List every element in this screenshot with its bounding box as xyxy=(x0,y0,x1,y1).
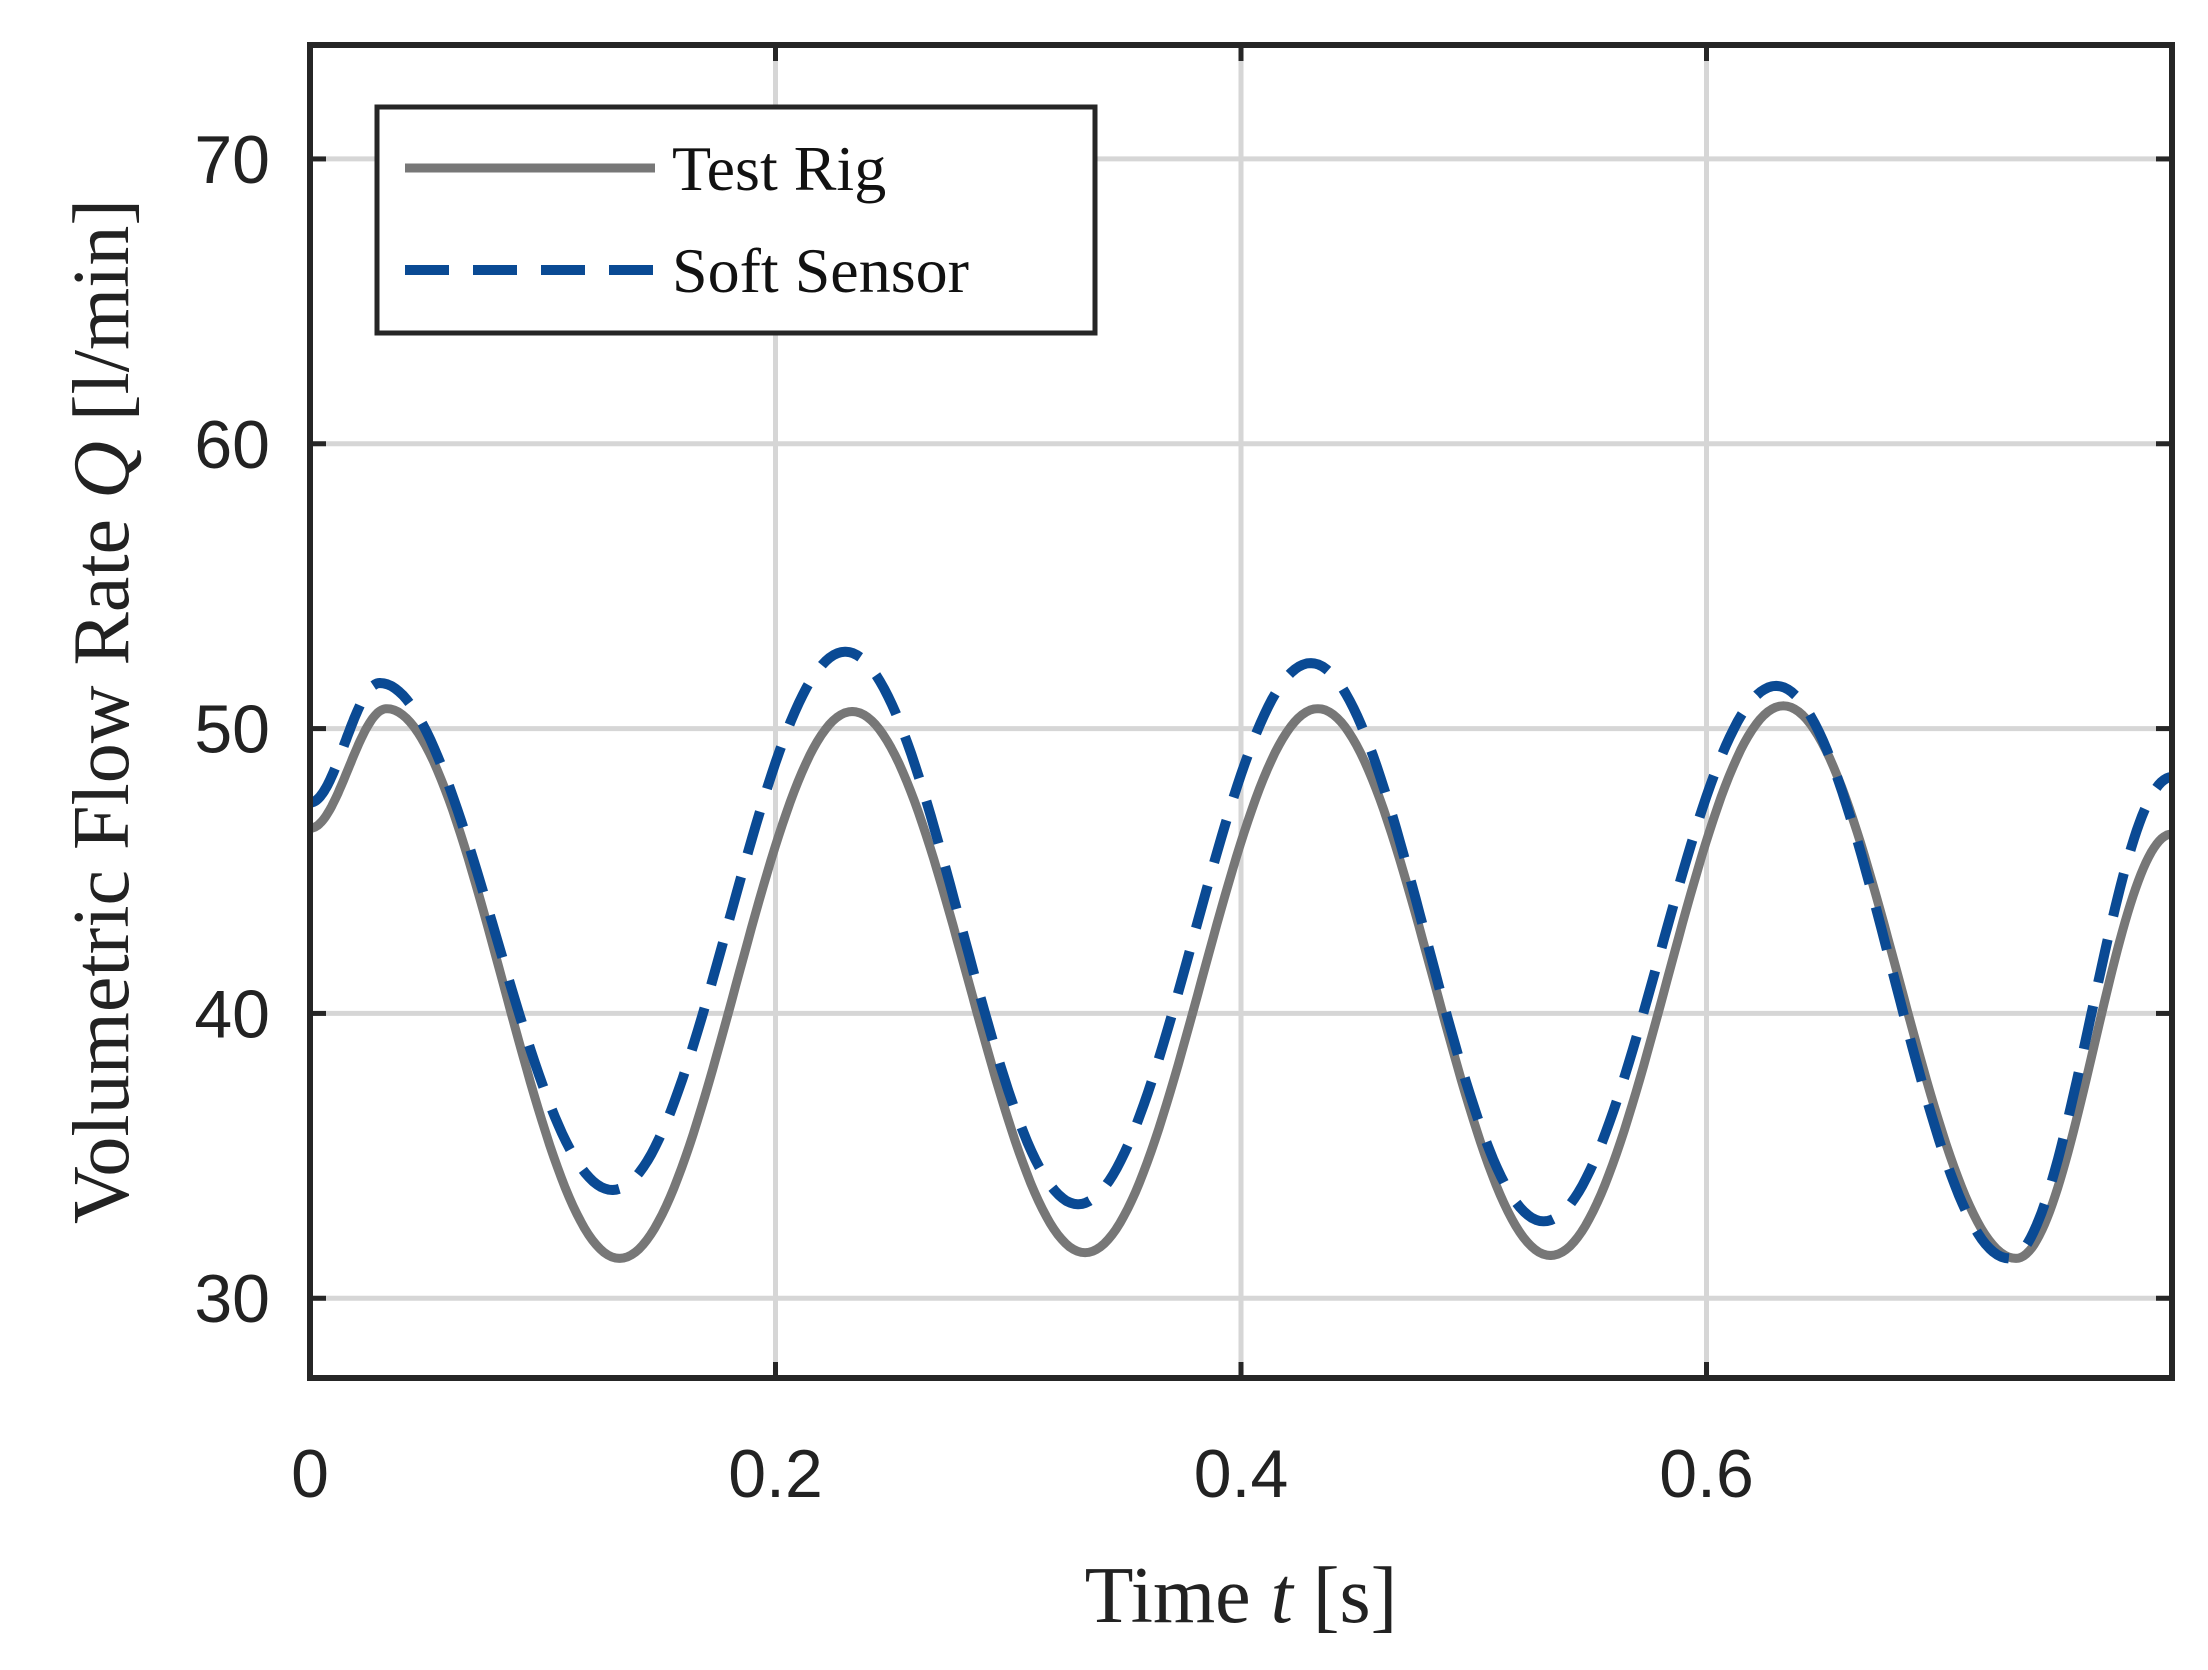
x-axis-title-prefix: Time xyxy=(1085,1552,1271,1640)
y-axis-title-var: Q xyxy=(58,441,146,499)
series-group xyxy=(306,646,2175,1264)
legend-label-test-rig: Test Rig xyxy=(672,133,886,204)
x-axis-title-suffix: [s] xyxy=(1293,1552,1397,1640)
grid-lines xyxy=(310,45,2172,1378)
x-tick-label: 0 xyxy=(291,1436,329,1512)
y-tick-label: 60 xyxy=(194,407,270,483)
x-tick-label: 0.6 xyxy=(1659,1436,1754,1512)
x-tick-label: 0.2 xyxy=(728,1436,823,1512)
y-tick-label: 30 xyxy=(194,1261,270,1337)
x-tick-label: 0.4 xyxy=(1194,1436,1289,1512)
y-tick-label: 70 xyxy=(194,122,270,198)
y-axis-title-suffix: [l/min] xyxy=(58,199,146,441)
series-line-soft-sensor xyxy=(306,646,2175,1264)
axis-ticks xyxy=(307,45,2172,1378)
y-axis-title-prefix: Volumetric Flow Rate xyxy=(58,499,146,1224)
y-tick-label: 50 xyxy=(194,692,270,768)
legend-box xyxy=(374,104,1098,336)
x-axis-title-var: t xyxy=(1271,1552,1295,1640)
legend: Test Rig Soft Sensor xyxy=(374,104,1098,336)
x-axis-title: Time t [s] xyxy=(1085,1552,1398,1640)
legend-label-soft-sensor: Soft Sensor xyxy=(672,235,969,306)
y-axis-title: Volumetric Flow Rate Q [l/min] xyxy=(58,199,146,1224)
y-tick-label: 40 xyxy=(194,976,270,1052)
tick-labels: 0 0.2 0.4 0.6 30 40 50 60 70 xyxy=(194,122,1753,1512)
